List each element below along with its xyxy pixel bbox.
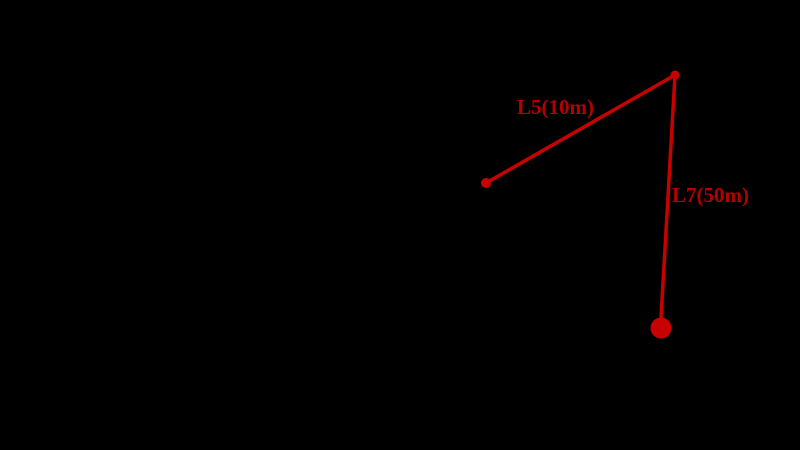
node-left-dot xyxy=(481,178,491,188)
link-label-L7: L7(50m) xyxy=(672,183,749,207)
link-line-L5 xyxy=(485,73,676,185)
node-top-dot xyxy=(670,70,680,80)
node-bottom-dot xyxy=(650,317,672,339)
link-line-L7 xyxy=(659,74,677,319)
link-label-L5: L5(10m) xyxy=(517,95,594,119)
